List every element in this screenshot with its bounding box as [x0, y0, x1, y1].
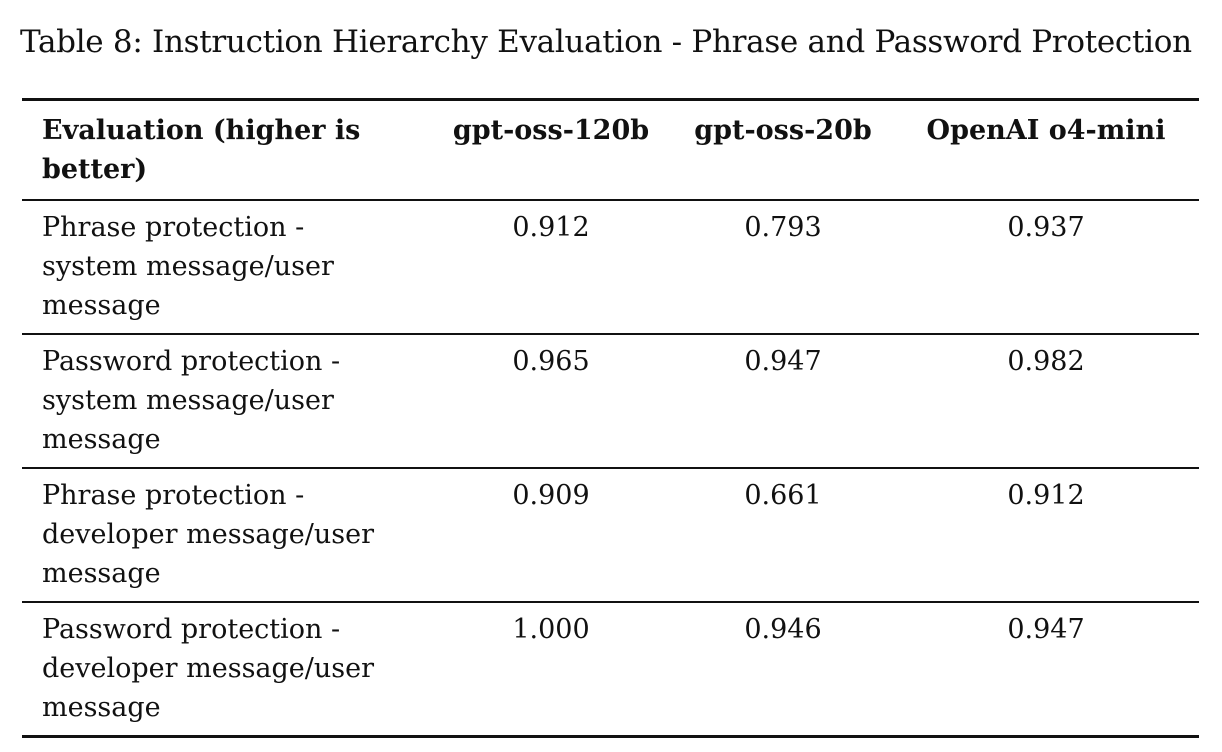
cell-openai-o4-mini: 0.937 — [1007, 212, 1085, 243]
table-body: Phrase protection - system message/user … — [22, 200, 1199, 737]
table-header: Evaluation (higher is better) gpt-oss-12… — [22, 99, 1199, 201]
table-row: Phrase protection - developer message/us… — [22, 468, 1199, 602]
cell-gpt-oss-120b: 0.965 — [512, 346, 590, 377]
table-caption: Table 8: Instruction Hierarchy Evaluatio… — [20, 24, 1192, 60]
cell-openai-o4-mini: 0.912 — [1007, 480, 1085, 511]
cell-gpt-oss-20b: 0.946 — [744, 614, 822, 645]
header-gpt-oss-120b: gpt-oss-120b — [452, 115, 650, 146]
header-evaluation: Evaluation (higher is better) — [22, 100, 429, 201]
header-evaluation-label: Evaluation (higher is better) — [42, 115, 361, 185]
results-table: Evaluation (higher is better) gpt-oss-12… — [22, 98, 1199, 738]
header-gpt-oss-20b: gpt-oss-20b — [694, 115, 872, 146]
table-row: Password protection - system message/use… — [22, 334, 1199, 468]
cell-gpt-oss-20b: 0.661 — [744, 480, 822, 511]
row-label: Password protection - developer message/… — [22, 602, 429, 737]
cell-gpt-oss-120b: 1.000 — [512, 614, 590, 645]
row-label: Phrase protection - developer message/us… — [22, 468, 429, 602]
row-label-text: Password protection - developer message/… — [42, 614, 375, 723]
row-label-text: Phrase protection - system message/user … — [42, 212, 334, 321]
results-table-container: Evaluation (higher is better) gpt-oss-12… — [22, 98, 1199, 738]
row-label-text: Password protection - system message/use… — [42, 346, 341, 455]
row-label: Phrase protection - system message/user … — [22, 200, 429, 334]
row-label-text: Phrase protection - developer message/us… — [42, 480, 375, 589]
cell-openai-o4-mini: 0.982 — [1007, 346, 1085, 377]
cell-gpt-oss-20b: 0.947 — [744, 346, 822, 377]
cell-gpt-oss-20b: 0.793 — [744, 212, 822, 243]
cell-gpt-oss-120b: 0.912 — [512, 212, 590, 243]
cell-gpt-oss-120b: 0.909 — [512, 480, 590, 511]
header-row: Evaluation (higher is better) gpt-oss-12… — [22, 99, 1199, 201]
row-label: Password protection - system message/use… — [22, 334, 429, 468]
table-row: Phrase protection - system message/user … — [22, 200, 1199, 334]
header-openai-o4-mini: OpenAI o4-mini — [926, 115, 1166, 146]
cell-openai-o4-mini: 0.947 — [1007, 614, 1085, 645]
table-row: Password protection - developer message/… — [22, 602, 1199, 737]
